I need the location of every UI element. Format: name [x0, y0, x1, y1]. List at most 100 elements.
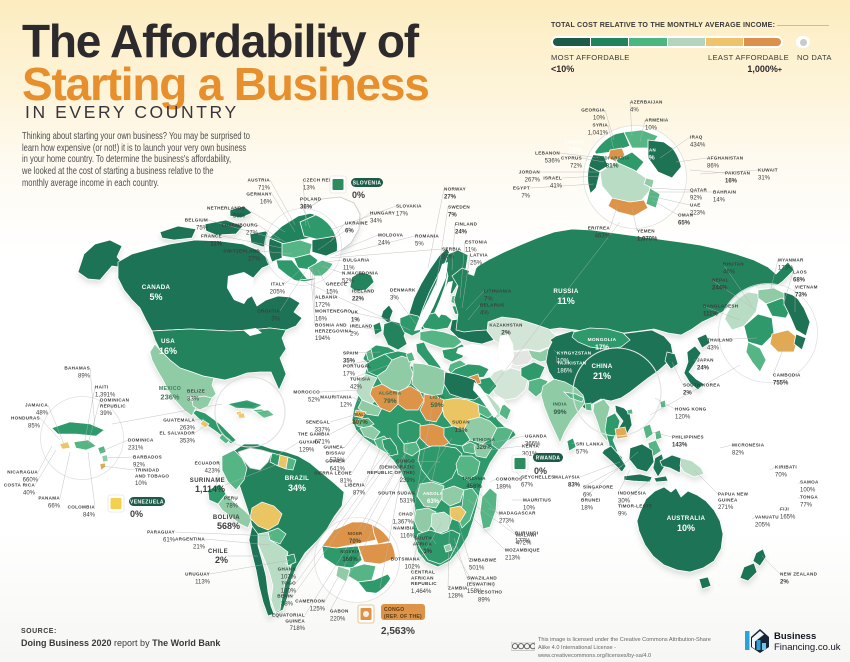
svg-text:MONTENEGRO: MONTENEGRO	[315, 309, 352, 314]
svg-text:24%: 24%	[442, 254, 455, 260]
svg-text:GHANA: GHANA	[278, 567, 297, 572]
svg-text:3%: 3%	[390, 295, 399, 301]
svg-text:16%: 16%	[159, 346, 177, 356]
svg-text:16%: 16%	[315, 316, 328, 322]
svg-text:59%: 59%	[430, 402, 443, 409]
svg-text:231%: 231%	[128, 445, 144, 451]
svg-text:BRAZIL: BRAZIL	[285, 475, 309, 482]
svg-text:BULGARIA: BULGARIA	[343, 258, 370, 263]
svg-text:SWITZERLAND: SWITZERLAND	[223, 249, 260, 254]
svg-text:2%: 2%	[350, 331, 359, 337]
svg-text:36%: 36%	[300, 204, 313, 210]
svg-text:INDONESIA: INDONESIA	[618, 491, 647, 496]
svg-text:186%: 186%	[557, 368, 573, 374]
svg-text:SWEDEN: SWEDEN	[448, 205, 470, 210]
svg-text:78%: 78%	[226, 503, 239, 509]
svg-text:DENMARK: DENMARK	[390, 288, 416, 293]
svg-text:MOLDOVA: MOLDOVA	[378, 233, 404, 238]
svg-text:81%: 81%	[605, 163, 618, 170]
svg-text:BELIZE: BELIZE	[187, 389, 205, 394]
svg-text:GUINEA: GUINEA	[285, 618, 305, 623]
svg-text:SRI LANKA: SRI LANKA	[576, 442, 604, 447]
svg-text:21%: 21%	[593, 371, 611, 381]
svg-text:177%: 177%	[515, 538, 531, 544]
svg-text:COMOROS: COMOROS	[496, 477, 522, 482]
svg-text:66%: 66%	[48, 503, 61, 509]
svg-text:BANGLADESH: BANGLADESH	[703, 304, 739, 309]
svg-text:IRAQ: IRAQ	[690, 135, 703, 140]
svg-text:BOSNIA AND: BOSNIA AND	[315, 323, 347, 328]
svg-text:ARGENTINA: ARGENTINA	[175, 537, 205, 542]
svg-text:267%: 267%	[525, 177, 541, 183]
svg-text:0%: 0%	[534, 466, 547, 476]
svg-text:DOMINICA: DOMINICA	[128, 438, 154, 443]
svg-text:1,041%: 1,041%	[588, 130, 609, 136]
svg-text:11%: 11%	[557, 296, 575, 306]
svg-text:NIGERIA: NIGERIA	[340, 549, 360, 554]
svg-text:KAZAKHSTAN: KAZAKHSTAN	[489, 322, 522, 327]
svg-text:CYPRUS: CYPRUS	[561, 156, 582, 161]
svg-text:SINGAPORE: SINGAPORE	[583, 485, 613, 490]
svg-text:9%: 9%	[645, 155, 655, 162]
svg-text:QATAR: QATAR	[690, 188, 708, 193]
svg-text:3%: 3%	[271, 316, 280, 322]
svg-text:220%: 220%	[330, 616, 346, 622]
svg-text:MADAGASCAR: MADAGASCAR	[499, 511, 536, 516]
svg-text:MALAWI: MALAWI	[516, 533, 536, 538]
svg-text:17%: 17%	[343, 371, 356, 377]
svg-text:1,367%: 1,367%	[393, 519, 414, 525]
svg-text:LITHUANIA: LITHUANIA	[484, 289, 512, 294]
svg-text:6%: 6%	[345, 228, 354, 234]
svg-text:PHILIPPINES: PHILIPPINES	[672, 435, 704, 440]
svg-text:AFRICA: AFRICA	[413, 541, 433, 546]
svg-text:JAPAN: JAPAN	[697, 358, 714, 363]
svg-text:HERZEGOVINA: HERZEGOVINA	[315, 328, 352, 333]
svg-text:UGANDA: UGANDA	[525, 434, 547, 439]
svg-text:35%: 35%	[343, 358, 356, 364]
svg-text:10%: 10%	[523, 505, 536, 511]
svg-text:143%: 143%	[672, 442, 688, 448]
svg-text:84%: 84%	[83, 512, 96, 518]
svg-text:0%: 0%	[130, 509, 143, 519]
svg-text:326%: 326%	[476, 445, 492, 451]
svg-text:113%: 113%	[195, 579, 211, 585]
svg-text:ETHIOPIA: ETHIOPIA	[473, 437, 495, 442]
svg-text:CHINA: CHINA	[591, 363, 612, 370]
svg-text:BRUNEI: BRUNEI	[581, 498, 600, 503]
svg-text:MALAYSIA: MALAYSIA	[554, 475, 580, 480]
svg-text:2%: 2%	[501, 330, 511, 337]
svg-text:PORTUGAL: PORTUGAL	[343, 364, 371, 369]
svg-text:GUINEA: GUINEA	[718, 497, 738, 502]
svg-text:16%: 16%	[725, 178, 738, 184]
svg-text:353%: 353%	[180, 438, 196, 444]
svg-text:41%: 41%	[550, 183, 563, 189]
svg-text:MICRONESIA: MICRONESIA	[732, 443, 765, 448]
svg-text:EGYPT: EGYPT	[513, 186, 530, 191]
svg-text:0%: 0%	[352, 190, 365, 200]
svg-text:13%: 13%	[303, 185, 316, 191]
svg-text:KYRGYZSTAN: KYRGYZSTAN	[557, 351, 592, 356]
svg-text:AND TOBAGO: AND TOBAGO	[135, 473, 169, 478]
svg-text:103%: 103%	[281, 574, 297, 580]
svg-text:ZIMBABWE: ZIMBABWE	[469, 558, 497, 563]
svg-text:456%: 456%	[466, 484, 482, 490]
svg-text:SERBIA: SERBIA	[442, 247, 462, 252]
svg-text:VANUATU: VANUATU	[755, 515, 779, 520]
svg-text:22%: 22%	[352, 296, 365, 302]
svg-text:59%: 59%	[233, 213, 246, 219]
svg-text:189%: 189%	[496, 484, 512, 490]
svg-text:48%: 48%	[36, 410, 49, 416]
svg-text:120%: 120%	[675, 414, 691, 420]
svg-text:HONDURAS: HONDURAS	[11, 416, 40, 421]
svg-text:MOROCCO: MOROCCO	[293, 390, 320, 395]
svg-text:CZECH REP.: CZECH REP.	[303, 178, 333, 183]
svg-text:71%: 71%	[258, 185, 271, 191]
svg-text:UK: UK	[351, 310, 359, 315]
svg-text:JAMAICA: JAMAICA	[25, 403, 48, 408]
svg-text:GUYANA: GUYANA	[299, 440, 321, 445]
svg-text:NAMIBIA: NAMIBIA	[393, 526, 415, 531]
svg-text:BENIN: BENIN	[277, 594, 293, 599]
svg-text:46%: 46%	[723, 269, 736, 275]
svg-text:1%: 1%	[351, 317, 360, 323]
svg-text:5%: 5%	[149, 292, 162, 302]
